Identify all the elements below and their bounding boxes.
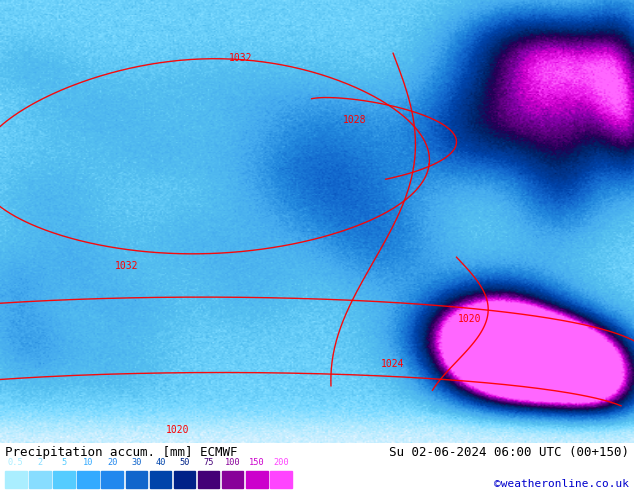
- Text: 2: 2: [37, 458, 42, 467]
- Bar: [101, 471, 123, 488]
- Text: 1032: 1032: [115, 261, 139, 271]
- Text: 150: 150: [249, 458, 264, 467]
- Text: Precipitation accum. [mm] ECMWF: Precipitation accum. [mm] ECMWF: [5, 446, 238, 459]
- Text: 1020: 1020: [457, 314, 481, 324]
- Bar: [174, 471, 195, 488]
- Text: 40: 40: [155, 458, 165, 467]
- Text: 100: 100: [225, 458, 240, 467]
- Bar: [53, 471, 75, 488]
- Bar: [222, 471, 243, 488]
- Text: ©weatheronline.co.uk: ©weatheronline.co.uk: [494, 479, 629, 489]
- Bar: [150, 471, 171, 488]
- Bar: [29, 471, 51, 488]
- Text: 10: 10: [83, 458, 93, 467]
- Text: 1032: 1032: [229, 52, 253, 63]
- Bar: [246, 471, 268, 488]
- Text: 0.5: 0.5: [8, 458, 23, 467]
- Text: 1020: 1020: [165, 425, 190, 435]
- Bar: [126, 471, 147, 488]
- Text: 20: 20: [107, 458, 117, 467]
- Text: 50: 50: [179, 458, 190, 467]
- Bar: [198, 471, 219, 488]
- Bar: [77, 471, 99, 488]
- Bar: [270, 471, 292, 488]
- Text: 1028: 1028: [343, 115, 367, 125]
- Bar: [5, 471, 27, 488]
- Text: Su 02-06-2024 06:00 UTC (00+150): Su 02-06-2024 06:00 UTC (00+150): [389, 446, 629, 459]
- Text: 30: 30: [131, 458, 141, 467]
- Text: 1024: 1024: [381, 359, 405, 368]
- Text: 75: 75: [204, 458, 214, 467]
- Text: 5: 5: [61, 458, 67, 467]
- Text: 200: 200: [273, 458, 288, 467]
